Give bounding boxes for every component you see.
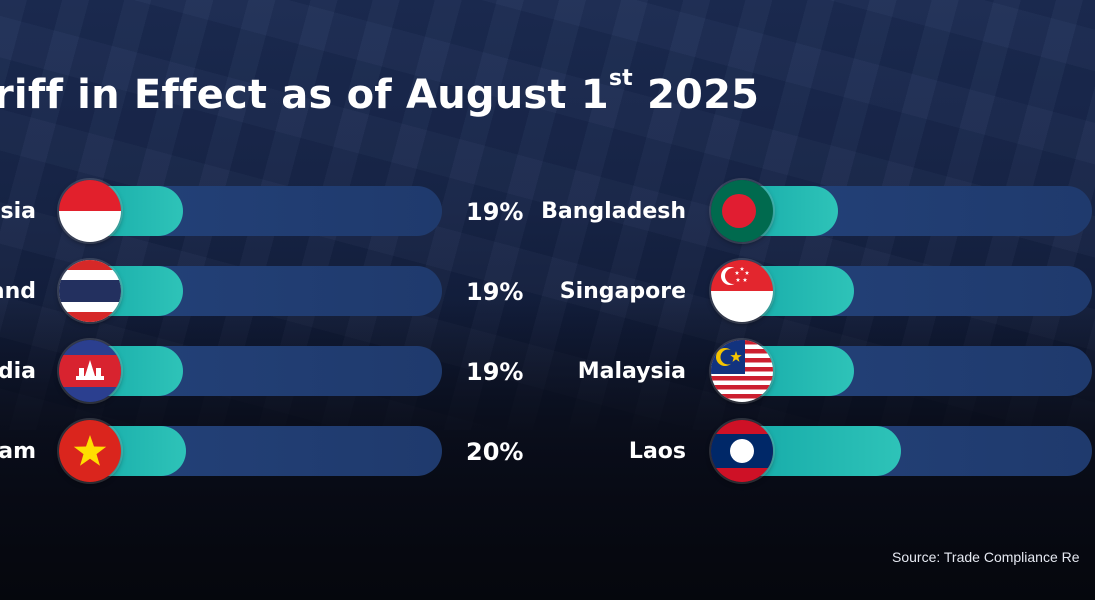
singapore-flag (711, 260, 773, 322)
bar-value-label: 19% (466, 358, 524, 386)
bar-value-label: 20% (466, 438, 524, 466)
thailand-flag (59, 260, 121, 322)
country-label: and (0, 279, 36, 304)
country-label: Malaysia (577, 359, 686, 384)
country-label: Singapore (559, 279, 686, 304)
right-bar-row: Malaysia (0, 340, 1095, 402)
bar-value-label: 19% (466, 198, 524, 226)
right-bar-row: Singapore (0, 260, 1095, 322)
country-label: esia (0, 199, 36, 224)
left-bar-row: dia 19% (0, 340, 1095, 402)
malaysia-flag (711, 340, 773, 402)
country-label: am (0, 439, 36, 464)
chart-title: riff in Effect as of August 1st 2025 (0, 68, 760, 119)
source-note: Source: Trade Compliance Re (892, 549, 1080, 565)
left-bar-row: esia 19% (0, 180, 1095, 242)
bar-value-label: 19% (466, 278, 524, 306)
country-label: Bangladesh (541, 199, 686, 224)
laos-flag (711, 420, 773, 482)
right-bar-row: Bangladesh (0, 180, 1095, 242)
left-bar-row: and 19% (0, 260, 1095, 322)
bar-track (712, 266, 1092, 316)
title-main: riff in Effect as of August 1 (0, 72, 609, 118)
bangladesh-flag (711, 180, 773, 242)
vietnam-flag (59, 420, 121, 482)
title-year: 2025 (632, 72, 760, 118)
country-label: dia (0, 359, 36, 384)
country-label: Laos (628, 439, 686, 464)
cambodia-flag (59, 340, 121, 402)
right-bar-row: Laos (0, 420, 1095, 482)
title-superscript: st (608, 66, 633, 91)
left-bar-row: am 20% (0, 420, 1095, 482)
